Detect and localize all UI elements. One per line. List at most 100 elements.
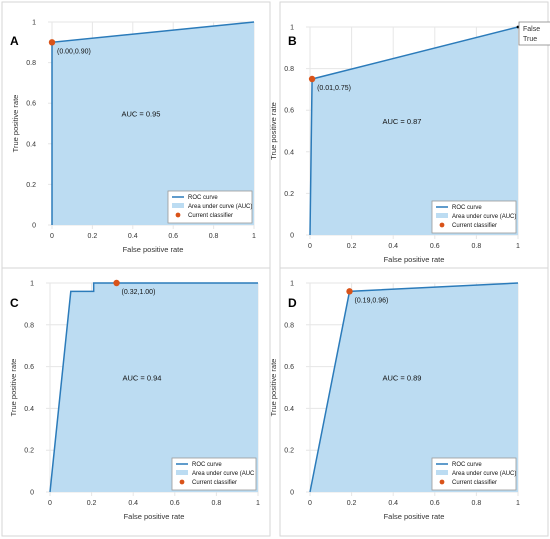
datatip-line: True	[523, 36, 537, 43]
panel-letter: B	[288, 34, 297, 48]
legend-entry: Current classifier	[188, 213, 233, 219]
legend-entry: ROC curve	[192, 462, 222, 468]
panel-letter: D	[288, 296, 297, 310]
y-tick-label: 0.4	[284, 149, 294, 156]
panel-letter: A	[10, 34, 19, 48]
y-axis-label: True positive rate	[269, 102, 278, 160]
y-tick-label: 0	[32, 223, 36, 230]
x-tick-label: 0.2	[87, 500, 97, 507]
legend-marker-swatch	[175, 212, 181, 218]
x-tick-label: 0.4	[128, 500, 138, 507]
y-tick-label: 0.2	[284, 191, 294, 198]
auc-area	[310, 283, 518, 492]
legend-marker-swatch	[439, 222, 445, 228]
y-tick-label: 0	[290, 233, 294, 240]
x-axis-label: False positive rate	[384, 255, 445, 264]
y-tick-label: 1	[32, 20, 36, 27]
y-tick-label: 1	[290, 25, 294, 32]
current-classifier-marker	[308, 75, 316, 83]
auc-area	[52, 22, 254, 225]
current-classifier-label: (0.19,0.96)	[355, 297, 389, 304]
x-tick-label: 0.6	[430, 500, 440, 507]
datatip-box	[518, 21, 550, 46]
x-tick-label: 0.4	[388, 243, 398, 250]
x-tick-label: 0	[308, 243, 312, 250]
y-tick-label: 0.8	[284, 66, 294, 73]
auc-value-label: AUC = 0.94	[123, 374, 162, 383]
legend-entry: Current classifier	[192, 480, 237, 486]
x-tick-label: 0.8	[472, 500, 482, 507]
legend-entry: Area under curve (AUC)	[452, 471, 516, 477]
legend-area-swatch	[172, 203, 184, 208]
auc-area	[50, 283, 258, 492]
roc-panel-b: 0 0.2 0.4 0.6 0.8 1 0 0.2 0.4 0.6 0.8 1 AUC = 0.87 (0…	[269, 1, 550, 271]
x-axis-label: False positive rate	[123, 245, 184, 254]
y-tick-label: 1	[290, 281, 294, 288]
current-classifier-label: (0.00,0.90)	[57, 48, 91, 55]
y-tick-label: 0.6	[284, 364, 294, 371]
legend-area-swatch	[436, 470, 448, 475]
y-tick-label: 0.8	[24, 322, 34, 329]
y-tick-label: 0.4	[24, 406, 34, 413]
x-tick-label: 1	[252, 233, 256, 240]
legend-entry: ROC curve	[452, 205, 482, 211]
current-classifier-marker	[48, 39, 56, 46]
roc-panel-c: 0 0.2 0.4 0.6 0.8 1 0 0.2 0.4 0.6 0.8 1 AUC = 0.94 (0…	[1, 267, 271, 537]
y-axis-label: True positive rate	[9, 359, 18, 417]
x-axis-label: False positive rate	[124, 512, 185, 521]
auc-value-label: AUC = 0.89	[383, 374, 422, 383]
x-tick-label: 0.2	[347, 500, 357, 507]
legend-entry: ROC curve	[188, 195, 218, 201]
x-tick-label: 1	[516, 243, 520, 250]
y-tick-label: 0	[30, 490, 34, 497]
x-tick-label: 0	[308, 500, 312, 507]
auc-value-label: AUC = 0.95	[122, 110, 161, 119]
legend-entry: Current classifier	[452, 223, 497, 229]
y-tick-label: 1	[30, 281, 34, 288]
x-tick-label: 0.6	[170, 500, 180, 507]
legend-marker-swatch	[179, 479, 185, 485]
x-tick-label: 0.4	[128, 233, 138, 240]
legend-area-swatch	[436, 213, 448, 218]
y-tick-label: 0.6	[24, 364, 34, 371]
roc-panel-d: 0 0.2 0.4 0.6 0.8 1 0 0.2 0.4 0.6 0.8 1 AUC = 0.89 (0…	[269, 267, 549, 537]
legend-entry: Area under curve (AUC)	[452, 214, 516, 220]
roc-curve-line	[49, 282, 258, 493]
legend-entry: Area under curve (AUC)	[188, 204, 252, 210]
x-tick-label: 0.2	[88, 233, 98, 240]
x-tick-label: 0.6	[430, 243, 440, 250]
y-tick-label: 0.6	[284, 108, 294, 115]
legend-entry: ROC curve	[452, 462, 482, 468]
current-classifier-label: (0.32,1.00)	[122, 289, 156, 296]
x-tick-label: 0.2	[347, 243, 357, 250]
auc-value-label: AUC = 0.87	[383, 117, 422, 126]
current-classifier-label: (0.01,0.75)	[317, 85, 351, 92]
current-classifier-marker	[113, 279, 120, 287]
legend-marker-swatch	[439, 479, 445, 485]
y-tick-label: 0.2	[26, 182, 36, 189]
y-tick-label: 0.4	[284, 406, 294, 413]
legend-entry: Current classifier	[452, 480, 497, 486]
x-tick-label: 0.8	[212, 500, 222, 507]
x-tick-label: 0.8	[209, 233, 219, 240]
y-tick-label: 0	[290, 490, 294, 497]
current-classifier-marker	[346, 288, 353, 295]
x-axis-label: False positive rate	[384, 512, 445, 521]
auc-area	[310, 27, 518, 235]
y-tick-label: 0.6	[26, 101, 36, 108]
x-tick-label: 0.4	[388, 500, 398, 507]
x-tick-label: 0.6	[168, 233, 178, 240]
y-tick-label: 0.8	[26, 60, 36, 67]
legend-entry: Area under curve (AUC	[192, 471, 255, 477]
x-tick-label: 1	[256, 500, 260, 507]
y-axis-label: True positive rate	[269, 359, 278, 417]
x-tick-label: 0	[50, 233, 54, 240]
y-tick-label: 0.2	[284, 448, 294, 455]
y-tick-label: 0.2	[24, 448, 34, 455]
legend-area-swatch	[176, 470, 188, 475]
x-tick-label: 1	[516, 500, 520, 507]
roc-panel-a: 0 0.2 0.4 0.6 0.8 1 0 0.2 0.4 0.6 0.8 1 AUC = 0.95 (0…	[1, 1, 271, 271]
x-tick-label: 0.8	[472, 243, 482, 250]
x-tick-label: 0	[48, 500, 52, 507]
